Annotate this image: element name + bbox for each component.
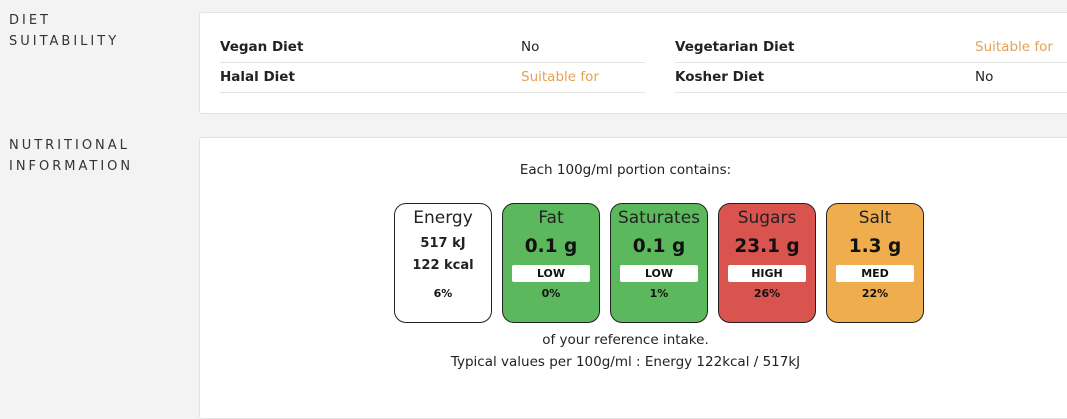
- diet-value: Suitable for: [521, 69, 599, 85]
- diet-label-line1: DIET: [9, 13, 51, 28]
- nutrition-section-label: NUTRITIONAL INFORMATION: [9, 135, 133, 177]
- diet-value: Suitable for: [975, 39, 1053, 55]
- nutrient-percent: 0%: [541, 287, 561, 300]
- energy-percent: 6%: [433, 287, 453, 300]
- nutrient-level-badge: MED: [836, 265, 914, 282]
- energy-kcal: 122 kcal: [412, 258, 474, 273]
- diet-suitability-panel: Vegan Diet No Vegetarian Diet Suitable f…: [199, 12, 1067, 114]
- diet-value: No: [975, 69, 994, 85]
- nutrition-panel: Each 100g/ml portion contains: Energy 51…: [199, 137, 1067, 419]
- fat-box: Fat 0.1 g LOW 0%: [502, 203, 600, 323]
- nutrient-title: Salt: [858, 208, 892, 228]
- diet-name: Vegan Diet: [220, 39, 304, 55]
- saturates-box: Saturates 0.1 g LOW 1%: [610, 203, 708, 323]
- diet-row-vegan: Vegan Diet No: [220, 33, 645, 63]
- diet-row-kosher: Kosher Diet No: [675, 63, 1067, 93]
- diet-name: Halal Diet: [220, 69, 295, 85]
- nutrient-amount: 0.1 g: [632, 236, 686, 257]
- portion-title: Each 100g/ml portion contains:: [519, 162, 732, 178]
- nutrient-percent: 1%: [649, 287, 669, 300]
- typical-values-text: Typical values per 100g/ml : Energy 122k…: [450, 354, 801, 370]
- nutrition-label-line1: NUTRITIONAL: [9, 138, 130, 153]
- nutrient-level-badge: HIGH: [728, 265, 806, 282]
- diet-row-vegetarian: Vegetarian Diet Suitable for: [675, 33, 1067, 63]
- diet-name: Vegetarian Diet: [675, 39, 795, 55]
- energy-title: Energy: [413, 208, 473, 228]
- diet-row-halal: Halal Diet Suitable for: [220, 63, 645, 93]
- nutrient-percent: 22%: [861, 287, 889, 300]
- nutrient-amount: 23.1 g: [734, 236, 800, 257]
- energy-kj: 517 kJ: [420, 236, 466, 251]
- nutrition-label-line2: INFORMATION: [9, 159, 134, 174]
- reference-intake-text: of your reference intake.: [542, 332, 709, 348]
- diet-section-label: DIET SUITABILITY: [9, 10, 119, 52]
- diet-value: No: [521, 39, 540, 55]
- nutrient-title: Sugars: [737, 208, 797, 228]
- nutrient-level-badge: LOW: [620, 265, 698, 282]
- nutrient-title: Fat: [538, 208, 564, 228]
- diet-name: Kosher Diet: [675, 69, 765, 85]
- diet-label-line2: SUITABILITY: [9, 34, 120, 49]
- nutrient-percent: 26%: [753, 287, 781, 300]
- nutrient-amount: 1.3 g: [848, 236, 902, 257]
- nutrient-amount: 0.1 g: [524, 236, 578, 257]
- salt-box: Salt 1.3 g MED 22%: [826, 203, 924, 323]
- energy-box: Energy 517 kJ 122 kcal 6%: [394, 203, 492, 323]
- sugars-box: Sugars 23.1 g HIGH 26%: [718, 203, 816, 323]
- nutrient-title: Saturates: [617, 208, 701, 228]
- nutrient-level-badge: LOW: [512, 265, 590, 282]
